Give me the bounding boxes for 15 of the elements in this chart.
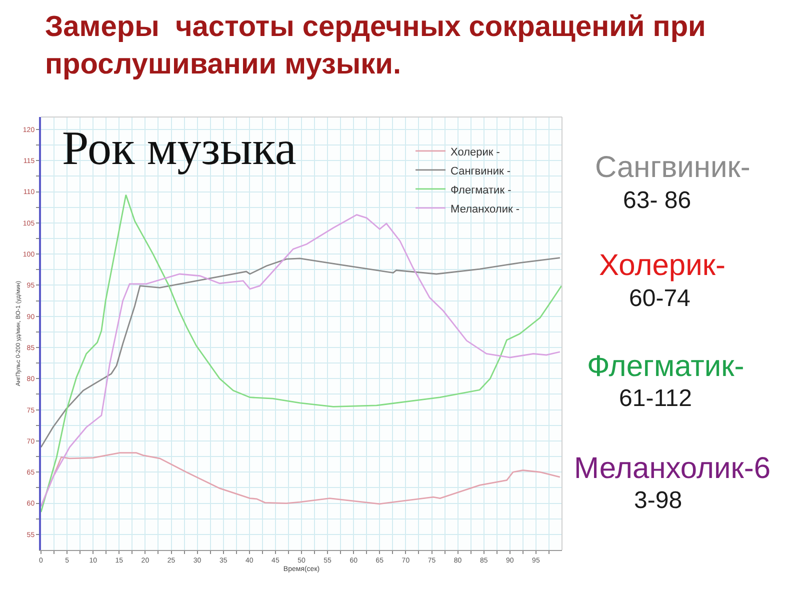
- line-series: [41, 257, 561, 448]
- text: 61-112: [619, 385, 692, 412]
- text: 60-74: [629, 285, 690, 312]
- text: Сангвиник-: [595, 151, 750, 184]
- legend-label: Сангвиник -: [450, 165, 511, 178]
- text: Флегматик-: [587, 350, 744, 383]
- legend-label: Флегматик -: [450, 184, 512, 196]
- text: Меланхолик-6: [574, 452, 771, 485]
- text: Холерик-: [599, 249, 726, 282]
- text: 63- 86: [623, 187, 692, 214]
- chart-title: Замеры частоты сердечных сокращений при прослушивании музыки.: [45, 11, 706, 81]
- legend-label: Холерик -: [450, 146, 500, 158]
- annotation: Рок музыка: [62, 122, 296, 175]
- text: 3-98: [634, 487, 682, 514]
- legend-label: Меланхолик -: [450, 203, 520, 216]
